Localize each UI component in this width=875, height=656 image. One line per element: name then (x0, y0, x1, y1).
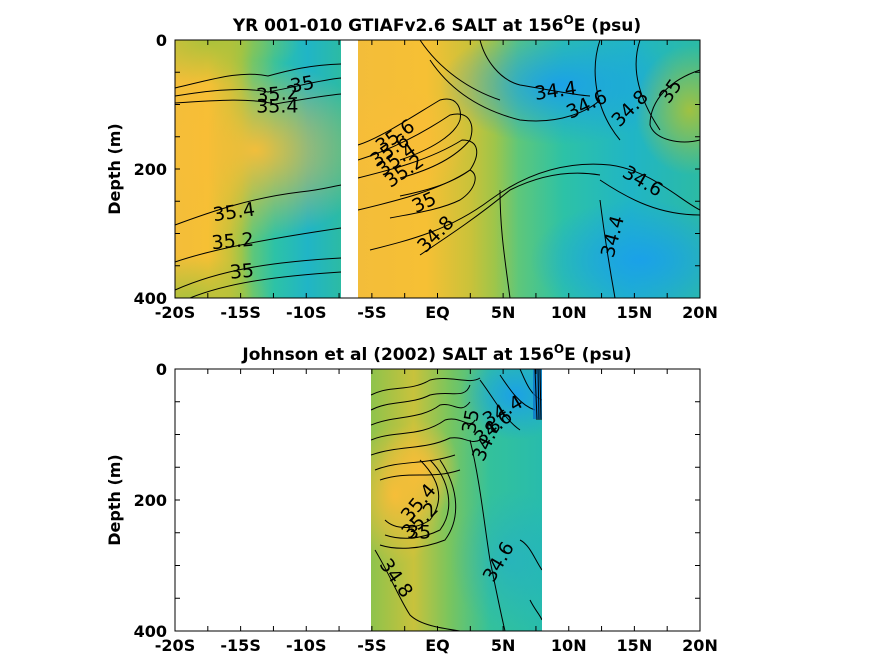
panel-1-y-tick-labels: 0 200 400 (134, 31, 167, 308)
x-tick-label: -15S (220, 636, 260, 655)
x-tick-label: -10S (286, 303, 326, 322)
panel-2-y-tick-labels: 0 200 400 (134, 360, 167, 641)
panel-2-steep-gradient (533, 369, 542, 419)
x-tick-label: -5S (357, 303, 386, 322)
x-tick-label: -5S (357, 636, 386, 655)
x-tick-label: 15N (617, 303, 653, 322)
y-tick-label: 200 (134, 491, 167, 510)
panel-1-x-tick-labels: -20S -15S -10S -5S EQ 5N 10N 15N 20N (155, 303, 718, 322)
x-tick-label: 20N (682, 636, 718, 655)
panel-2-shading (371, 369, 542, 631)
panel-1-contour-lines (174, 39, 701, 299)
x-tick-label: 20N (682, 303, 718, 322)
contour-label: 35.4 (256, 96, 298, 118)
contour-label: 35 (407, 521, 431, 543)
panel-2-contour-lines (371, 369, 542, 631)
panel-2-dense-contours (534, 368, 542, 421)
contour-label: 35 (288, 72, 316, 98)
panel-1-data-gap (341, 40, 358, 298)
x-tick-label: 10N (551, 303, 587, 322)
panel-2-title: Johnson et al (2002) SALT at 156OE (psu) (241, 342, 631, 365)
panel-2-x-tick-labels: -20S -15S -10S -5S EQ 5N 10N 15N 20N (155, 636, 718, 655)
panel-1-tick-marks (174, 39, 701, 299)
x-tick-label: EQ (425, 636, 450, 655)
x-tick-label: -15S (220, 303, 260, 322)
x-tick-label: -20S (155, 303, 195, 322)
x-tick-label: -10S (286, 636, 326, 655)
x-tick-label: 5N (491, 636, 516, 655)
y-tick-label: 400 (134, 289, 167, 308)
panel-2-ylabel: Depth (m) (105, 454, 124, 546)
x-tick-label: EQ (425, 303, 450, 322)
y-tick-label: 0 (156, 360, 167, 379)
x-tick-label: 5N (491, 303, 516, 322)
panel-2: Johnson et al (2002) SALT at 156OE (psu) (105, 342, 718, 655)
panel-1-shading (175, 40, 700, 298)
y-tick-label: 200 (134, 160, 167, 179)
contour-label: 35.2 (255, 82, 299, 108)
contour-label: 35 (458, 407, 484, 435)
panel-1: YR 001-010 GTIAFv2.6 SALT at 156OE (psu) (105, 13, 718, 322)
panel-1-ylabel: Depth (m) (105, 123, 124, 215)
panel-1-title: YR 001-010 GTIAFv2.6 SALT at 156OE (psu) (232, 13, 641, 36)
y-tick-label: 400 (134, 622, 167, 641)
contour-label: 35 (229, 260, 255, 284)
contour-label: 35.2 (211, 229, 255, 255)
x-tick-label: 15N (617, 636, 653, 655)
y-tick-label: 0 (156, 31, 167, 50)
panel-2-tick-marks (174, 368, 701, 632)
x-tick-label: 10N (551, 636, 587, 655)
x-tick-label: -20S (155, 636, 195, 655)
